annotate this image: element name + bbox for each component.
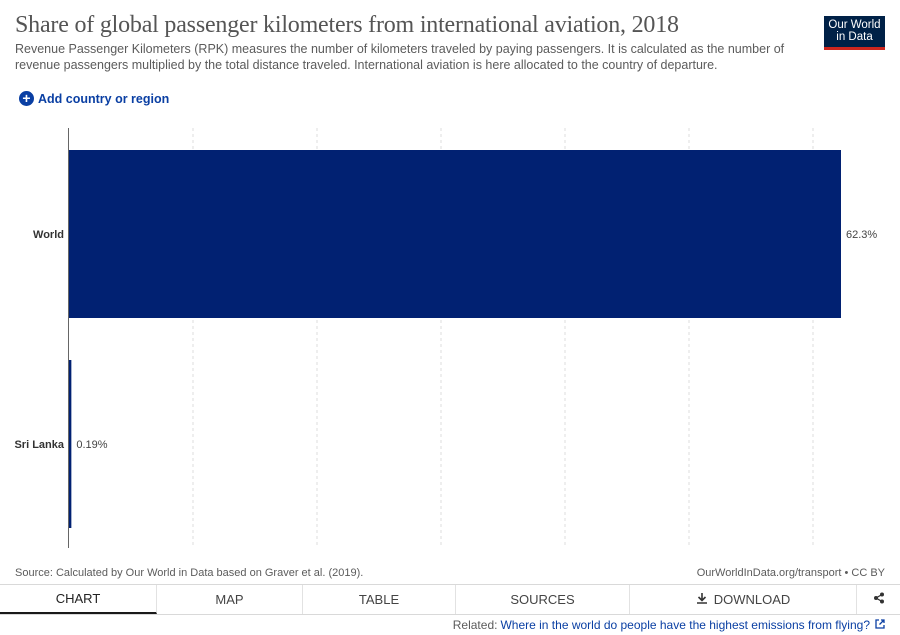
related-link[interactable]: Where in the world do people have the hi… (500, 618, 870, 632)
bar-sri-lanka (69, 360, 72, 528)
tab-bar: Chart Map Table Sources Download (0, 584, 900, 615)
chart-title: Share of global passenger kilometers fro… (15, 12, 679, 38)
tab-download[interactable]: Download (630, 585, 857, 614)
bar-chart: World 62.3% Sri Lanka 0.19% (14, 128, 877, 548)
add-country-button[interactable]: + Add country or region (19, 91, 169, 106)
share-icon (873, 592, 885, 607)
value-label: 62.3% (846, 229, 877, 241)
tab-map-label: Map (215, 592, 244, 607)
tab-map[interactable]: Map (157, 585, 303, 614)
source-note[interactable]: Source: Calculated by Our World in Data … (15, 567, 364, 579)
category-label: World (33, 229, 64, 241)
bar-world (69, 150, 841, 318)
plus-circle-icon: + (19, 91, 34, 106)
tab-table-label: Table (358, 592, 400, 607)
share-button[interactable] (857, 585, 900, 614)
chart-subtitle: Revenue Passenger Kilometers (RPK) measu… (15, 42, 785, 72)
add-country-label: Add country or region (38, 91, 170, 106)
tab-sources-label: Sources (510, 592, 575, 607)
related-prefix: Related: (452, 618, 498, 632)
related-line: Related: Where in the world do people ha… (453, 618, 885, 632)
license-note[interactable]: OurWorldInData.org/transport • CC BY (696, 567, 885, 579)
tab-table[interactable]: Table (303, 585, 456, 614)
value-label: 0.19% (76, 439, 107, 451)
download-icon (696, 592, 708, 607)
tab-chart-label: Chart (55, 591, 101, 606)
tab-sources[interactable]: Sources (456, 585, 630, 614)
tab-chart[interactable]: Chart (0, 585, 157, 614)
tab-download-label: Download (713, 592, 791, 607)
logo-line-1: Our World (828, 19, 881, 31)
category-label: Sri Lanka (14, 439, 64, 451)
owid-logo[interactable]: Our World in Data (824, 16, 885, 50)
external-link-icon[interactable] (875, 618, 885, 632)
logo-line-2: in Data (836, 31, 873, 43)
